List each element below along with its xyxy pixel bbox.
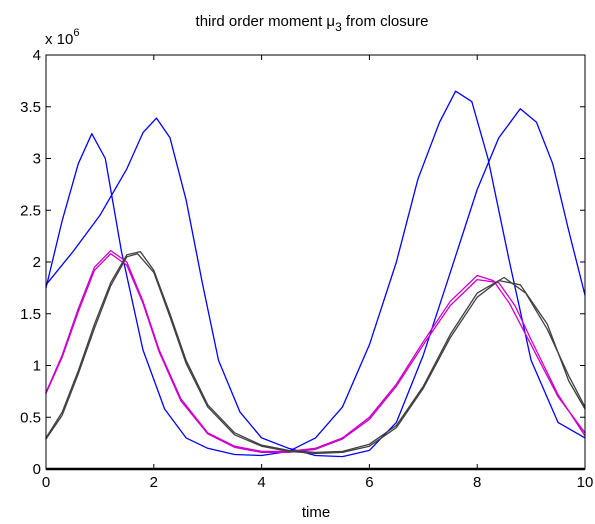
y-tick-label: 0 [33, 461, 41, 478]
series-line-3 [45, 249, 586, 453]
y-tick-label: 1 [33, 358, 41, 375]
series-line-1 [45, 90, 586, 457]
y-tick-label: 2 [33, 254, 41, 271]
x-tick-label: 6 [365, 474, 373, 491]
series-line-6 [45, 253, 586, 455]
y-tick-label: 4 [33, 47, 41, 64]
y-tick-label: 2.5 [20, 202, 41, 219]
y-tick-label: 1.5 [20, 306, 41, 323]
axis-ticks: 0 2 4 6 8 10 0 0.5 1 1.5 2 2.5 3 3.5 4 [20, 47, 593, 491]
y-tick-label: 3 [33, 151, 41, 168]
x-axis-label: time [302, 504, 330, 521]
y-tick-label: 3.5 [20, 99, 41, 116]
series-line-4 [45, 253, 586, 454]
x-tick-label: 0 [42, 474, 50, 491]
series-line-2 [45, 108, 586, 458]
x-tick-label: 8 [473, 474, 481, 491]
x-tick-label: 2 [150, 474, 158, 491]
y-tick-label: 0.5 [20, 409, 41, 426]
plot-area-frame [45, 54, 586, 470]
x-tick-label: 4 [257, 474, 265, 491]
series-group [45, 90, 586, 458]
x-tick-label: 10 [577, 474, 594, 491]
chart-title: third order moment μ3 from closure [196, 13, 429, 34]
y-scale-multiplier: x 106 [45, 27, 79, 48]
